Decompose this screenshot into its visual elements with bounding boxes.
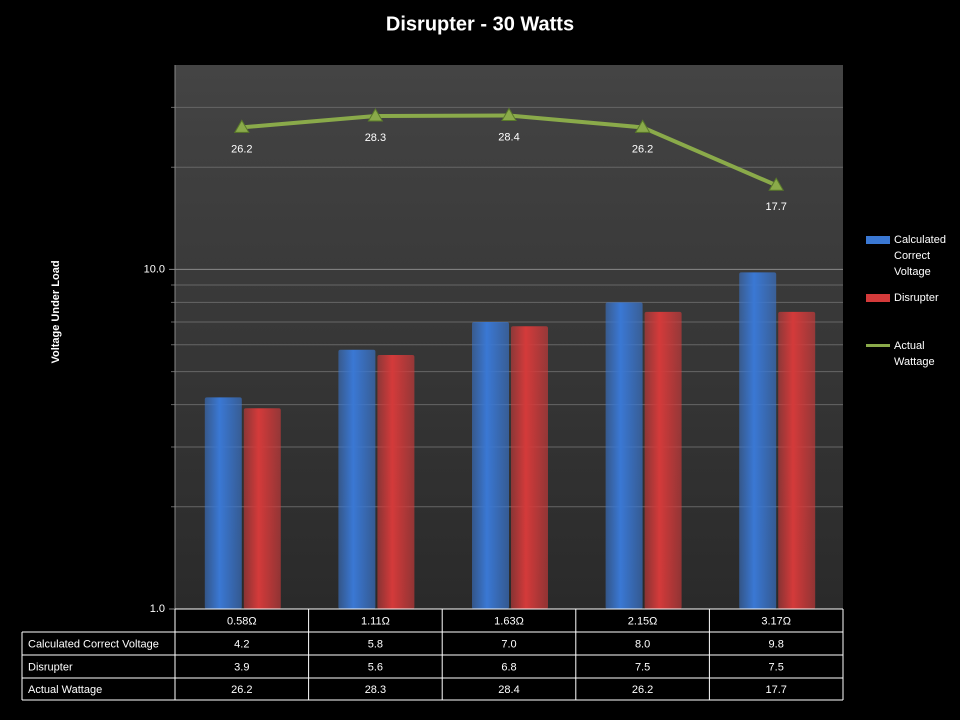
legend-swatch: [866, 236, 890, 244]
marker: [768, 177, 785, 191]
legend-item: Disrupter: [866, 290, 954, 306]
table-cell: 9.8: [769, 638, 784, 650]
legend-label: Disrupter: [894, 292, 939, 304]
bar: [243, 408, 281, 609]
legend-item: Actual Wattage: [866, 338, 954, 370]
table-cell: 26.2: [231, 684, 252, 696]
marker: [634, 119, 651, 133]
table-cell: 6.8: [501, 661, 516, 673]
legend-swatch: [866, 294, 890, 302]
table-cell: 4.2: [234, 638, 249, 650]
chart-title: Disrupter - 30 Watts: [386, 13, 574, 35]
table-row-label: Disrupter: [28, 661, 73, 673]
x-tick-label: 3.17Ω: [761, 615, 791, 627]
table-row-label: Actual Wattage: [28, 684, 102, 696]
table-cell: 17.7: [765, 684, 786, 696]
table-cell: 7.5: [769, 661, 784, 673]
legend-label: Actual Wattage: [894, 340, 935, 368]
data-label: 17.7: [765, 201, 786, 213]
x-tick-label: 0.58Ω: [227, 615, 257, 627]
x-tick-label: 1.63Ω: [494, 615, 524, 627]
bar: [511, 326, 548, 609]
bar: [778, 311, 816, 609]
table-cell: 3.9: [234, 661, 249, 673]
bar: [338, 349, 376, 609]
data-label: 26.2: [632, 143, 653, 155]
legend-swatch: [866, 344, 890, 347]
y-axis-title: Voltage Under Load: [50, 260, 62, 363]
table-cell: 7.5: [635, 661, 650, 673]
bar: [605, 302, 643, 609]
x-tick-label: 2.15Ω: [628, 615, 658, 627]
y-tick-label: 10.0: [144, 263, 165, 275]
legend: Calculated Correct Voltage Disrupter Actua…: [866, 232, 960, 380]
bar: [739, 272, 777, 609]
table-cell: 26.2: [632, 684, 653, 696]
bar: [204, 397, 242, 609]
marker: [367, 108, 384, 122]
table-cell: 8.0: [635, 638, 650, 650]
y-tick-label: 1.0: [150, 603, 165, 615]
data-label: 26.2: [231, 143, 252, 155]
marker: [501, 107, 517, 122]
table-cell: 5.8: [368, 638, 383, 650]
table-cell: 7.0: [501, 638, 516, 650]
bar: [644, 311, 682, 609]
bar: [472, 322, 509, 609]
table-cell: 28.3: [365, 684, 386, 696]
legend-label: Calculated Correct Voltage: [894, 234, 946, 278]
x-tick-label: 1.11Ω: [361, 615, 390, 627]
data-label: 28.3: [365, 132, 386, 144]
marker: [233, 119, 250, 133]
table-row-label: Calculated Correct Voltage: [28, 638, 159, 650]
legend-item: Calculated Correct Voltage: [866, 232, 954, 280]
data-label: 28.4: [498, 131, 519, 143]
bar: [377, 354, 415, 609]
table-cell: 28.4: [498, 684, 519, 696]
table-cell: 5.6: [368, 661, 383, 673]
